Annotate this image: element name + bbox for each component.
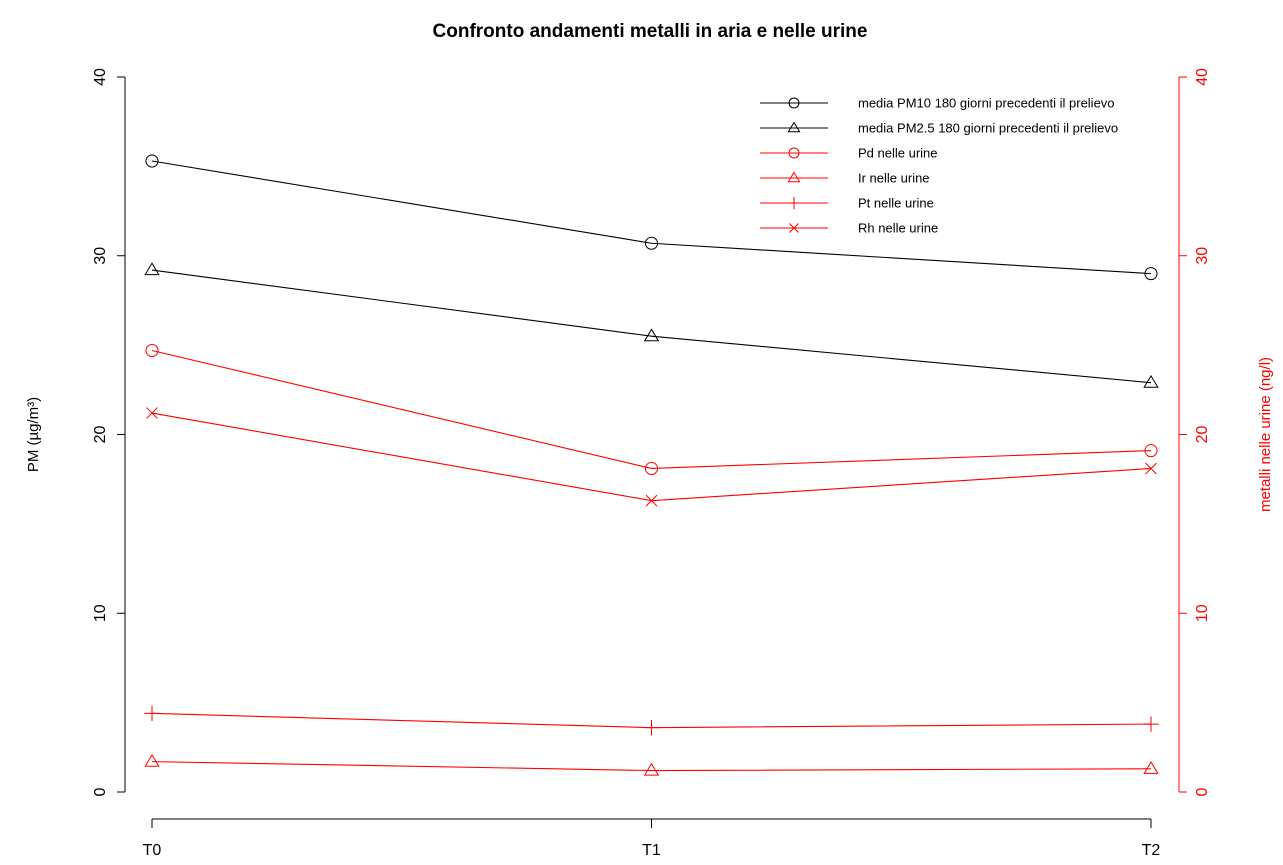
legend-label: media PM10 180 giorni precedenti il prel… bbox=[858, 96, 1115, 111]
series-line bbox=[151, 761, 1152, 772]
right-y-tick-label: 30 bbox=[1194, 247, 1211, 265]
series-3 bbox=[145, 343, 1158, 476]
right-y-tick-label: 20 bbox=[1194, 426, 1211, 444]
data-point bbox=[145, 154, 159, 168]
data-point bbox=[1143, 374, 1159, 388]
data-point bbox=[643, 328, 660, 342]
legend-marker bbox=[789, 223, 799, 233]
data-point bbox=[1144, 267, 1158, 281]
legend-item: Rh nelle urine bbox=[760, 221, 938, 236]
right-y-tick-label: 0 bbox=[1194, 787, 1211, 796]
legend-marker bbox=[788, 147, 800, 159]
x-tick-label: T0 bbox=[143, 842, 162, 859]
legend-item: Pd nelle urine bbox=[760, 146, 938, 161]
data-point bbox=[146, 407, 158, 419]
legend-item: media PM2.5 180 giorni precedenti il pre… bbox=[760, 121, 1118, 136]
left-y-tick-label: 30 bbox=[92, 247, 109, 265]
data-point bbox=[144, 705, 160, 722]
legend-marker bbox=[787, 121, 801, 133]
series-6 bbox=[146, 407, 1157, 507]
series-line bbox=[151, 160, 1152, 275]
right-y-axis-label: metalli nelle urine (ng/l) bbox=[1257, 357, 1274, 512]
series-4 bbox=[144, 753, 1159, 776]
left-y-tick-label: 20 bbox=[92, 426, 109, 444]
legend-item: Pt nelle urine bbox=[760, 196, 934, 211]
data-point bbox=[645, 494, 658, 507]
legend-label: Ir nelle urine bbox=[858, 171, 930, 186]
series-line bbox=[151, 269, 1152, 384]
data-point bbox=[144, 753, 160, 767]
legend-label: media PM2.5 180 giorni precedenti il pre… bbox=[858, 121, 1118, 136]
legend-label: Pt nelle urine bbox=[858, 196, 934, 211]
data-point bbox=[144, 262, 160, 276]
data-point bbox=[643, 762, 660, 776]
data-point bbox=[145, 343, 159, 358]
plot-area bbox=[144, 154, 1159, 776]
data-point bbox=[644, 236, 659, 250]
x-tick-label: T1 bbox=[642, 842, 661, 859]
data-point bbox=[1145, 462, 1157, 475]
legend-label: Pd nelle urine bbox=[858, 146, 938, 161]
legend-marker bbox=[787, 171, 801, 183]
data-point bbox=[1143, 716, 1159, 732]
legend-marker bbox=[787, 196, 801, 210]
legend-label: Rh nelle urine bbox=[858, 221, 938, 236]
left-y-tick-label: 40 bbox=[92, 68, 109, 86]
data-point bbox=[644, 461, 659, 476]
series-1 bbox=[145, 154, 1158, 281]
series-2 bbox=[144, 262, 1159, 388]
right-y-tick-label: 10 bbox=[1194, 604, 1211, 622]
series-line bbox=[151, 349, 1152, 470]
legend-item: media PM10 180 giorni precedenti il prel… bbox=[760, 96, 1115, 111]
left-y-axis-label: PM (µg/m³) bbox=[25, 397, 42, 472]
chart-title: Confronto andamenti metalli in aria e ne… bbox=[433, 21, 868, 42]
left-y-tick-label: 10 bbox=[92, 604, 109, 622]
data-point bbox=[1144, 444, 1158, 458]
x-tick-label: T2 bbox=[1142, 842, 1161, 859]
data-point bbox=[643, 719, 660, 736]
legend: media PM10 180 giorni precedenti il prel… bbox=[760, 96, 1118, 236]
series-line bbox=[151, 412, 1152, 502]
legend-marker bbox=[788, 97, 800, 109]
left-y-tick-label: 0 bbox=[92, 787, 109, 796]
legend-item: Ir nelle urine bbox=[760, 171, 930, 186]
series-5 bbox=[144, 705, 1159, 736]
axes: T0 T1 T2 0 10 20 30 40 PM (µg/m³) 0 10 20 30 40 metall… bbox=[25, 68, 1274, 859]
data-point bbox=[1143, 760, 1159, 774]
right-y-tick-label: 40 bbox=[1194, 68, 1211, 86]
